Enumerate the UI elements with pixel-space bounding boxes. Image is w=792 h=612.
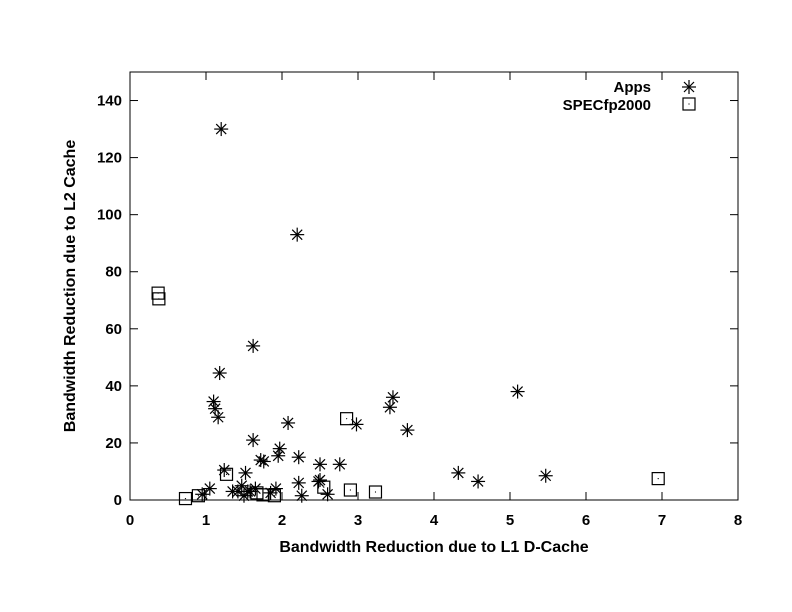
specfp2000-point	[651, 472, 665, 486]
x-tick-label: 7	[658, 512, 666, 529]
legend-label-specfp2000: SPECfp2000	[563, 97, 651, 114]
x-tick-label: 4	[430, 512, 439, 529]
y-axis-title: Bandwidth Reduction due to L2 Cache	[62, 140, 79, 433]
apps-point	[213, 121, 229, 137]
legend-label-apps: Apps	[614, 79, 652, 96]
apps-point	[245, 338, 261, 354]
y-tick-label: 20	[105, 435, 122, 452]
x-tick-label: 6	[582, 512, 590, 529]
x-axis: 0 1 2 3 4 5 6 7 8	[126, 72, 742, 529]
x-tick-label: 0	[126, 512, 134, 529]
apps-point	[332, 456, 348, 472]
y-axis: 0 20 40 60 80 100 120 140	[97, 93, 738, 509]
y-tick-label: 0	[114, 492, 122, 509]
apps-point	[289, 227, 305, 243]
apps-point	[237, 465, 254, 481]
apps-point	[212, 365, 228, 381]
apps-point	[270, 448, 286, 464]
specfp2000-point	[178, 491, 193, 506]
x-tick-label: 1	[202, 512, 210, 529]
legend: Apps SPECfp2000	[563, 79, 697, 114]
apps-point	[509, 383, 526, 400]
y-tick-label: 140	[97, 93, 122, 110]
apps-point	[538, 468, 554, 484]
y-tick-label: 60	[105, 321, 122, 338]
apps-point	[294, 488, 310, 504]
specfp2000-point	[343, 483, 357, 497]
data-points	[151, 121, 665, 506]
plot-area-frame	[129, 71, 739, 501]
y-tick-label: 100	[97, 207, 122, 224]
apps-point	[263, 485, 279, 501]
x-tick-label: 3	[354, 512, 362, 529]
legend-marker-apps	[681, 79, 697, 95]
apps-point	[450, 465, 466, 481]
x-axis-title: Bandwidth Reduction due to L1 D-Cache	[279, 539, 588, 556]
apps-point	[216, 462, 232, 478]
apps-point	[470, 473, 486, 490]
x-tick-label: 8	[734, 512, 742, 529]
apps-point	[291, 475, 307, 491]
y-tick-label: 40	[105, 378, 122, 395]
apps-point	[280, 415, 296, 431]
y-tick-label: 120	[97, 150, 122, 167]
apps-point	[245, 432, 261, 448]
apps-point	[385, 389, 401, 405]
apps-point	[291, 449, 307, 465]
apps-point	[236, 488, 252, 504]
apps-point	[382, 399, 398, 415]
apps-point	[312, 456, 328, 472]
x-tick-label: 2	[278, 512, 286, 529]
apps-point	[320, 486, 336, 502]
specfp2000-point	[368, 485, 383, 499]
y-tick-label: 80	[105, 264, 122, 281]
specfp2000-point	[340, 412, 354, 426]
apps-point	[210, 409, 226, 425]
x-tick-label: 5	[506, 512, 514, 529]
apps-point	[256, 453, 272, 470]
apps-point	[399, 422, 415, 438]
legend-marker-specfp2000	[682, 97, 696, 111]
